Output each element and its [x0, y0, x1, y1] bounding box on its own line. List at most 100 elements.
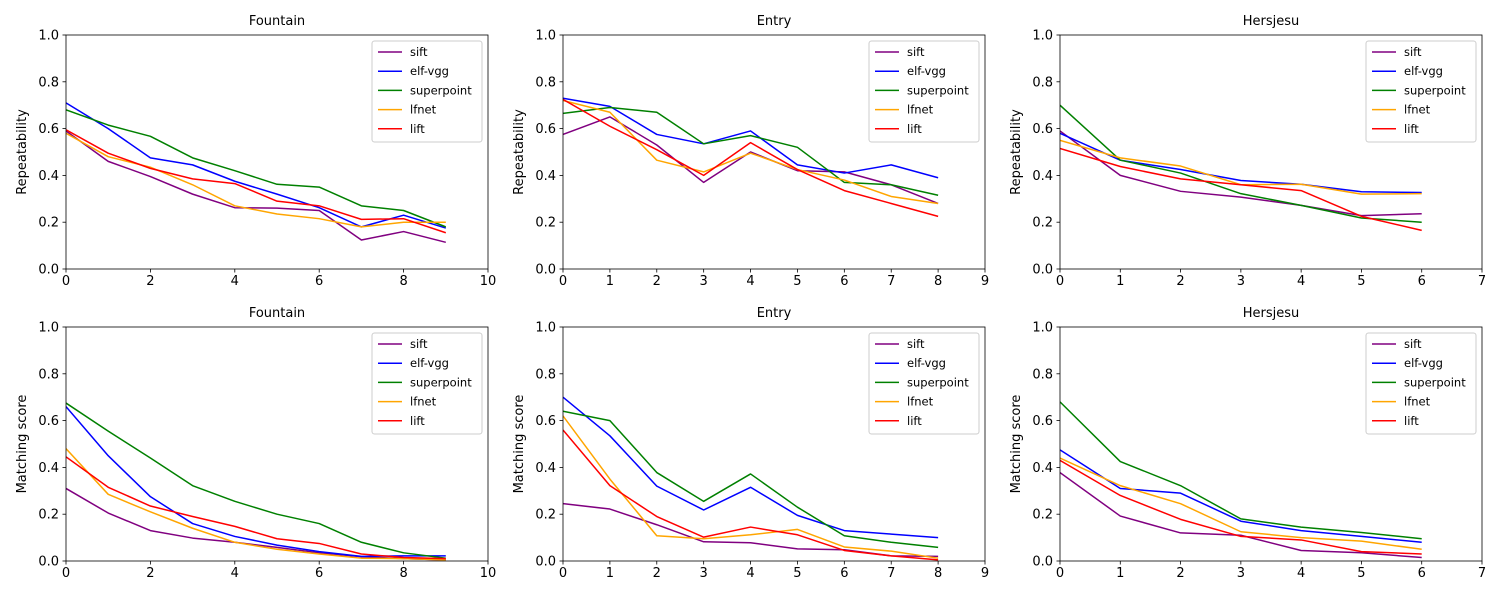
series-line-superpoint [563, 106, 939, 197]
legend-label-superpoint: superpoint [410, 375, 472, 389]
y-tick-label: 0.0 [1032, 263, 1053, 278]
x-tick-label: 0 [62, 274, 70, 289]
legend: sift elf-vgg superpoint lfnet lift [371, 332, 483, 435]
y-tick-label: 1.0 [535, 321, 556, 336]
plot-lines [563, 97, 939, 218]
x-tick-label: 1 [606, 566, 614, 581]
legend-label-superpoint: superpoint [410, 83, 472, 97]
legend-label-elf-vgg: elf-vgg [410, 64, 449, 78]
legend-label-lift: lift [907, 414, 922, 428]
axes-frame [562, 326, 986, 562]
x-tick-label: 4 [746, 566, 754, 581]
legend-label-superpoint: superpoint [1404, 83, 1466, 97]
x-tick-label: 8 [934, 274, 942, 289]
x-tick-label: 6 [840, 566, 848, 581]
x-tick-label: 6 [1418, 274, 1426, 289]
series-line-elf-vgg [1060, 449, 1422, 544]
y-tick-label: 0.4 [1032, 461, 1053, 476]
series-line-lift [1060, 147, 1422, 232]
legend-label-elf-vgg: elf-vgg [1404, 64, 1443, 78]
x-tick-label: 2 [1176, 566, 1184, 581]
x-tick-label: 8 [399, 274, 407, 289]
legend-label-lfnet: lfnet [410, 103, 437, 117]
x-tick-label: 9 [981, 274, 989, 289]
y-tick-label: 0.2 [535, 508, 556, 523]
x-tick-label: 2 [146, 566, 154, 581]
legend-box [371, 40, 483, 143]
legend-label-superpoint: superpoint [907, 375, 969, 389]
y-tick-label: 0.4 [38, 169, 59, 184]
x-tick-label: 6 [315, 566, 323, 581]
y-axis-label: Matching score [512, 395, 527, 494]
x-tick-label: 1 [1116, 274, 1124, 289]
legend-label-sift: sift [1404, 45, 1422, 59]
series-line-superpoint [1060, 401, 1422, 540]
series-line-superpoint [1060, 104, 1422, 223]
plot-lines [66, 102, 447, 244]
legend-box [1365, 332, 1477, 435]
x-tick-label: 6 [840, 274, 848, 289]
y-tick-label: 0.8 [1032, 367, 1053, 382]
series-line-elf-vgg [563, 396, 939, 539]
x-tick-label: 5 [1357, 566, 1365, 581]
legend-label-elf-vgg: elf-vgg [410, 356, 449, 370]
legend-label-sift: sift [907, 337, 925, 351]
series-line-superpoint [66, 402, 446, 559]
x-tick-label: 8 [934, 566, 942, 581]
plot-lines [1060, 104, 1422, 232]
chart-title: Hersjesu [1243, 306, 1300, 321]
x-tick-label: 8 [399, 566, 407, 581]
series-line-lfnet [563, 99, 939, 205]
axes-frame [1059, 34, 1483, 270]
y-tick-label: 1.0 [38, 321, 59, 336]
series-line-lift [66, 456, 446, 560]
legend-label-lift: lift [410, 122, 425, 136]
y-tick-label: 0.2 [1032, 216, 1053, 231]
y-tick-label: 0.8 [38, 367, 59, 382]
series-line-elf-vgg [563, 97, 939, 179]
chart-title: Hersjesu [1243, 14, 1300, 29]
x-tick-label: 3 [1237, 274, 1245, 289]
x-tick-label: 7 [1478, 274, 1486, 289]
legend: sift elf-vgg superpoint lfnet lift [868, 40, 980, 143]
legend-label-sift: sift [410, 337, 428, 351]
axes-frame [562, 34, 986, 270]
legend-box [868, 40, 980, 143]
y-tick-label: 0.4 [535, 461, 556, 476]
legend-label-lift: lift [907, 122, 922, 136]
x-tick-label: 5 [1357, 274, 1365, 289]
y-axis-label: Repeatability [512, 109, 527, 195]
x-tick-label: 7 [887, 274, 895, 289]
series-line-sift [563, 116, 939, 205]
legend-label-lift: lift [410, 414, 425, 428]
legend-box [1365, 40, 1477, 143]
x-tick-label: 3 [700, 274, 708, 289]
x-tick-label: 0 [1056, 566, 1064, 581]
y-tick-label: 1.0 [1032, 321, 1053, 336]
plot-lines [1060, 401, 1422, 559]
y-axis-label: Repeatability [1009, 109, 1024, 195]
y-tick-label: 0.0 [535, 263, 556, 278]
series-line-sift [563, 502, 939, 558]
series-line-lfnet [66, 448, 446, 561]
x-tick-label: 6 [315, 274, 323, 289]
x-tick-label: 5 [793, 274, 801, 289]
chart-title: Entry [757, 14, 792, 29]
y-tick-label: 1.0 [38, 29, 59, 44]
x-tick-label: 6 [1418, 566, 1426, 581]
chart-panel: 0 1 2 3 4 5 6 7 0.0 0.2 0.4 0.6 0.8 1.0 Hersjesu Repeat… [1009, 14, 1486, 289]
y-tick-label: 0.2 [38, 508, 59, 523]
legend-box [371, 332, 483, 435]
x-tick-label: 2 [1176, 274, 1184, 289]
y-tick-label: 0.6 [38, 122, 59, 137]
y-tick-label: 0.8 [1032, 75, 1053, 90]
chart-panel: 0 1 2 3 4 5 6 7 8 9 0.0 0.2 0.4 0.6 0.8 1.0 Entry Matchin… [512, 306, 989, 581]
x-tick-label: 1 [606, 274, 614, 289]
legend-label-elf-vgg: elf-vgg [1404, 356, 1443, 370]
x-tick-label: 0 [62, 566, 70, 581]
chart-panel: 0 2 4 6 8 10 0.0 0.2 0.4 0.6 0.8 1.0 Fountain Repeata… [15, 14, 496, 289]
axes-frame [65, 326, 489, 562]
y-axis-label: Matching score [1009, 395, 1024, 494]
x-tick-label: 10 [480, 274, 497, 289]
